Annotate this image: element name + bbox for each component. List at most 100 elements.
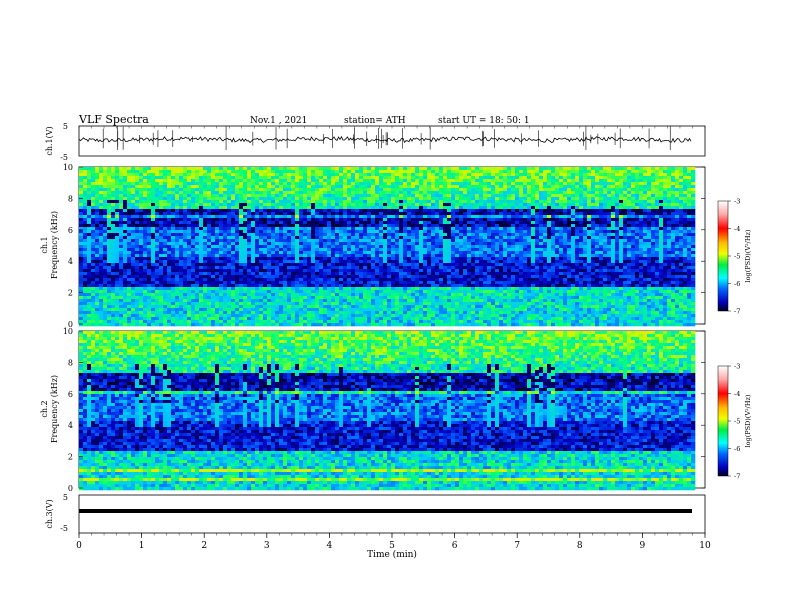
spectrogram-cell	[367, 188, 372, 192]
spectrogram-cell	[287, 173, 292, 177]
spectrogram-cell	[591, 215, 596, 219]
spectrogram-cell	[155, 215, 160, 219]
spectrogram-cell	[491, 257, 496, 261]
spectrogram-cell	[599, 200, 604, 204]
spectrogram-cell	[551, 242, 556, 246]
spectrogram-cell	[367, 218, 372, 222]
spectrogram-cell	[643, 209, 648, 213]
spectrogram-cell	[551, 170, 556, 174]
spectrogram-cell	[315, 170, 320, 174]
spectrogram-cell	[119, 227, 124, 231]
spectrogram-cell	[147, 179, 152, 183]
spectrogram-cell	[423, 173, 428, 177]
spectrogram-cell	[191, 221, 196, 225]
spectrogram-cell	[463, 173, 468, 177]
spectrogram-cell	[239, 206, 244, 210]
spectrogram-cell	[427, 239, 432, 243]
spectrogram-cell	[127, 245, 132, 249]
spectrogram-cell	[631, 212, 636, 216]
spectrogram-cell	[343, 254, 348, 258]
spectrogram-cell	[103, 257, 108, 261]
spectrogram-cell	[467, 233, 472, 237]
spectrogram-cell	[563, 209, 568, 213]
spectrogram-cell	[683, 176, 688, 180]
spectrogram-cell	[671, 209, 676, 213]
spectrogram-cell	[315, 233, 320, 237]
spectrogram-cell	[671, 182, 676, 186]
spectrogram-cell	[563, 179, 568, 183]
spectrogram-cell	[171, 182, 176, 186]
spectrogram-cell	[347, 197, 352, 201]
spectrogram-cell	[459, 236, 464, 240]
spectrogram-cell	[595, 257, 600, 261]
spectrogram-cell	[203, 191, 208, 195]
spectrogram-cell	[611, 206, 616, 210]
spectrogram-cell	[335, 251, 340, 255]
spectrogram-cell	[459, 215, 464, 219]
spectrogram-cell	[647, 233, 652, 237]
spectrogram-cell	[527, 230, 532, 234]
spectrogram-cell	[435, 179, 440, 183]
spectrogram-cell	[455, 209, 460, 213]
spectrogram-cell	[99, 251, 104, 255]
spectrogram-cell	[491, 197, 496, 201]
spectrogram-cell	[475, 254, 480, 258]
spectrogram-cell	[623, 206, 628, 210]
spectrogram-cell	[167, 212, 172, 216]
spectrogram-cell	[467, 170, 472, 174]
spectrogram-cell	[419, 182, 424, 186]
spectrogram-cell	[555, 167, 560, 171]
spectrogram-cell	[391, 257, 396, 261]
spectrogram-cell	[227, 209, 232, 213]
spectrogram-cell	[635, 197, 640, 201]
spectrogram-cell	[595, 194, 600, 198]
spectrogram-cell	[579, 221, 584, 225]
spectrogram-cell	[311, 212, 316, 216]
spectrogram-cell	[263, 242, 268, 246]
spectrogram-cell	[543, 170, 548, 174]
spectrogram-cell	[263, 176, 268, 180]
spectrogram-cell	[671, 257, 676, 261]
spectrogram-cell	[311, 218, 316, 222]
spectrogram-cell	[431, 233, 436, 237]
spectrogram-cell	[363, 233, 368, 237]
spectrogram-cell	[559, 260, 564, 264]
spectrogram-cell	[107, 254, 112, 258]
spectrogram-cell	[427, 227, 432, 231]
spectrogram-cell	[395, 179, 400, 183]
spectrogram-cell	[239, 191, 244, 195]
spectrogram-cell	[175, 224, 180, 228]
spectrogram-cell	[127, 230, 132, 234]
spectrogram-cell	[415, 215, 420, 219]
spectrogram-cell	[151, 233, 156, 237]
spectrogram-cell	[95, 215, 100, 219]
spectrogram-cell	[99, 179, 104, 183]
spectrogram-cell	[479, 245, 484, 249]
spectrogram-cell	[683, 197, 688, 201]
spectrogram-cell	[203, 206, 208, 210]
spectrogram-cell	[339, 185, 344, 189]
spectrogram-cell	[671, 242, 676, 246]
spectrogram-cell	[271, 239, 276, 243]
spectrogram-cell	[655, 173, 660, 177]
spectrogram-cell	[663, 248, 668, 252]
spectrogram-cell	[387, 188, 392, 192]
spectrogram-cell	[123, 239, 128, 243]
spectrogram-cell	[427, 212, 432, 216]
spectrogram-cell	[219, 245, 224, 249]
spectrogram-cell	[339, 200, 344, 204]
spectrogram-cell	[79, 206, 84, 210]
spectrogram-cell	[639, 182, 644, 186]
spectrogram-cell	[483, 251, 488, 255]
spectrogram-cell	[191, 176, 196, 180]
spectrogram-cell	[631, 206, 636, 210]
spectrogram-cell	[207, 203, 212, 207]
spectrogram-cell	[487, 209, 492, 213]
spectrogram-cell	[327, 197, 332, 201]
spectrogram-cell	[483, 239, 488, 243]
spectrogram-cell	[187, 185, 192, 189]
spectrogram-cell	[607, 227, 612, 231]
spectrogram-cell	[235, 203, 240, 207]
spectrogram-cell	[215, 215, 220, 219]
spectrogram-cell	[91, 221, 96, 225]
